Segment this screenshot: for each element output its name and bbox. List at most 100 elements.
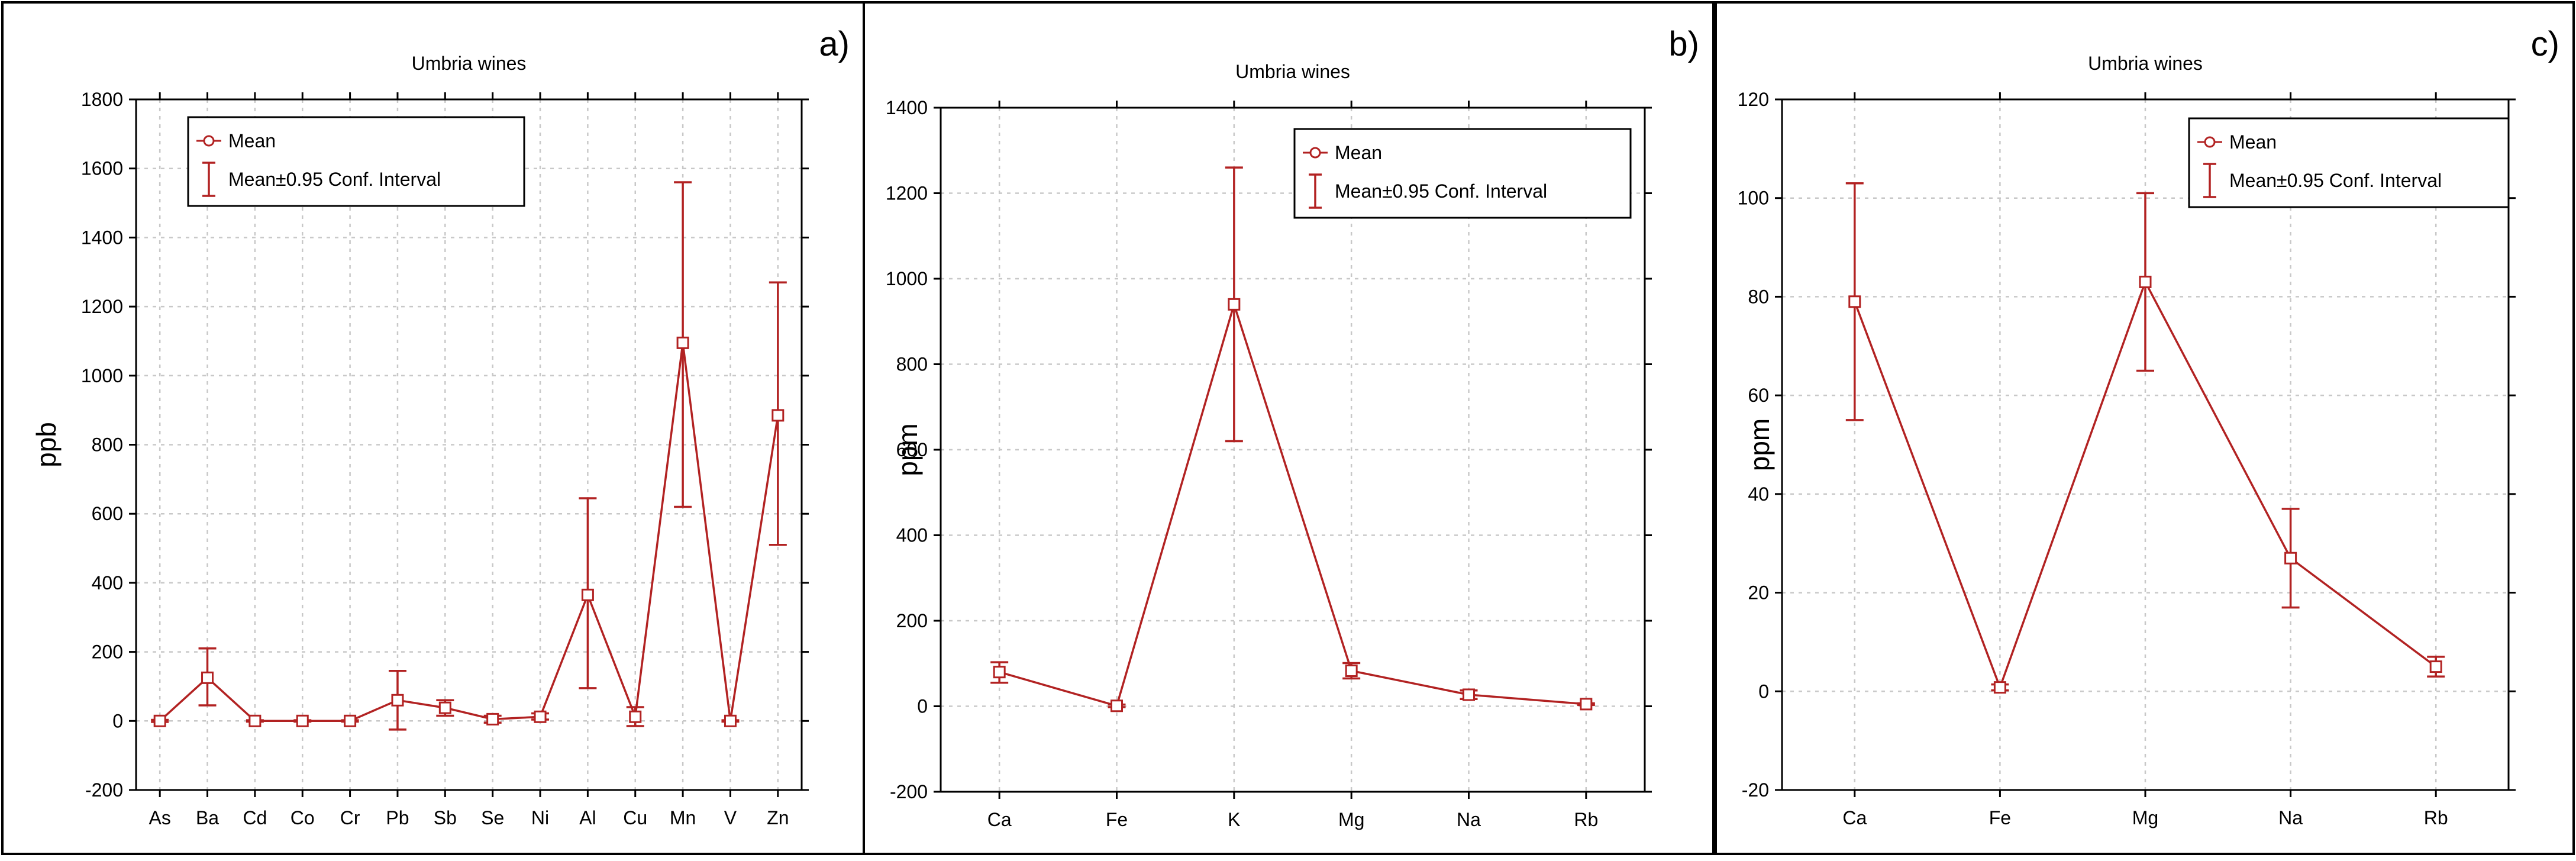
- x-tick-label: Al: [579, 807, 596, 828]
- y-tick-label: 200: [92, 641, 123, 663]
- y-tick-label: 1000: [81, 365, 123, 386]
- y-tick-label: 1600: [81, 158, 123, 179]
- legend-mean-marker-icon: [2204, 136, 2216, 148]
- x-tick-label: Mg: [2132, 807, 2158, 828]
- y-tick-label: 1400: [81, 227, 123, 248]
- mean-point: [676, 336, 689, 349]
- mean-point: [1345, 665, 1358, 678]
- y-tick-label: 400: [92, 572, 123, 594]
- x-tick-label: Rb: [2424, 807, 2448, 828]
- y-axis-label: ppm: [1744, 418, 1775, 471]
- legend-mean-marker-icon: [203, 135, 215, 147]
- mean-point: [153, 714, 166, 727]
- x-tick-label: Se: [481, 807, 504, 828]
- x-tick-label: Zn: [767, 807, 789, 828]
- mean-point: [248, 714, 262, 727]
- mean-point: [1993, 681, 2006, 694]
- legend-entry-ci: Mean±0.95 Conf. Interval: [2229, 170, 2442, 191]
- x-tick-label: Sb: [434, 807, 457, 828]
- mean-point: [2429, 660, 2442, 673]
- y-tick-label: 1000: [886, 268, 928, 289]
- legend: Mean Mean±0.95 Conf. Interval: [1293, 128, 1632, 219]
- legend-frame: [187, 116, 525, 207]
- x-tick-label: Ca: [1842, 807, 1867, 828]
- y-tick-label: 20: [1748, 582, 1769, 604]
- panel-label: c): [2531, 25, 2559, 63]
- y-tick-label: 120: [1738, 89, 1769, 110]
- mean-point: [629, 710, 642, 723]
- panel-label: b): [1668, 25, 1699, 63]
- y-tick-label: 100: [1738, 188, 1769, 209]
- mean-point: [993, 666, 1006, 679]
- y-tick-label: -200: [890, 781, 928, 802]
- mean-point: [581, 588, 594, 601]
- mean-point: [1228, 298, 1241, 311]
- y-axis-label: ppm: [892, 423, 923, 476]
- legend-entry-mean: Mean: [228, 130, 276, 151]
- x-tick-label: Cr: [340, 807, 360, 828]
- chart-panel-2: -200 0 200 400 600 800 1000 1200 1400 Ca Fe K Mg Na Rb…: [863, 1, 1715, 855]
- mean-point: [486, 712, 499, 725]
- mean-point: [534, 710, 547, 723]
- y-tick-label: 1400: [886, 97, 928, 118]
- x-tick-label: As: [149, 807, 171, 828]
- chart-panel-3: -20 0 20 40 60 80 100 120 Ca Fe Mg Na Rb Umbria wines…: [1715, 1, 2575, 855]
- y-tick-label: 40: [1748, 483, 1769, 505]
- y-axis-label: ppb: [31, 422, 62, 467]
- x-tick-label: Ba: [196, 807, 219, 828]
- x-tick-label: Cd: [243, 807, 267, 828]
- y-tick-label: 800: [92, 434, 123, 456]
- legend-frame: [2188, 117, 2510, 208]
- mean-point: [1111, 699, 1123, 712]
- mean-point: [724, 714, 737, 727]
- x-tick-label: Na: [1457, 809, 1481, 830]
- y-tick-label: 1200: [81, 296, 123, 317]
- y-tick-label: 60: [1748, 385, 1769, 406]
- legend-entry-mean: Mean: [1335, 142, 1382, 163]
- y-tick-label: 0: [112, 710, 123, 731]
- mean-point: [2139, 275, 2152, 288]
- y-tick-label: 0: [917, 696, 928, 717]
- y-tick-label: 1200: [886, 183, 928, 204]
- mean-line: [999, 301, 1586, 707]
- x-tick-label: Fe: [1989, 807, 2011, 828]
- x-tick-label: Co: [290, 807, 315, 828]
- legend-frame: [1293, 128, 1632, 219]
- legend-entry-ci: Mean±0.95 Conf. Interval: [228, 169, 441, 190]
- x-tick-label: Ca: [987, 809, 1012, 830]
- y-tick-label: -200: [85, 779, 123, 801]
- x-tick-label: Fe: [1106, 809, 1128, 830]
- legend: Mean Mean±0.95 Conf. Interval: [2188, 117, 2510, 208]
- y-tick-label: 80: [1748, 286, 1769, 307]
- chart-title: Umbria wines: [412, 53, 527, 74]
- y-tick-label: 1800: [81, 89, 123, 110]
- mean-point: [1848, 295, 1861, 308]
- x-tick-label: Mn: [670, 807, 696, 828]
- legend-mean-marker-icon: [1309, 147, 1321, 159]
- mean-point: [438, 701, 451, 714]
- chart-panel-1: -200 0 200 400 600 800 1000 1200 1400 1600 1800 As B…: [1, 1, 865, 855]
- panel-label: a): [819, 25, 850, 63]
- y-tick-label: 800: [896, 354, 928, 375]
- x-tick-label: Pb: [386, 807, 409, 828]
- mean-line: [159, 343, 779, 723]
- mean-point: [1580, 698, 1593, 711]
- legend: Mean Mean±0.95 Conf. Interval: [187, 116, 525, 207]
- y-tick-label: 600: [896, 439, 928, 460]
- mean-point: [296, 714, 309, 727]
- x-tick-label: K: [1228, 809, 1240, 830]
- mean-point: [391, 694, 404, 707]
- legend-entry-ci: Mean±0.95 Conf. Interval: [1335, 180, 1547, 202]
- x-tick-label: Rb: [1574, 809, 1598, 830]
- x-tick-label: Cu: [623, 807, 647, 828]
- mean-point: [771, 409, 785, 422]
- y-tick-label: 200: [896, 610, 928, 631]
- chart-title: Umbria wines: [1235, 61, 1350, 82]
- mean-point: [344, 714, 357, 727]
- chart-title: Umbria wines: [2088, 53, 2203, 74]
- x-tick-label: Mg: [1338, 809, 1364, 830]
- x-tick-label: V: [724, 807, 737, 828]
- legend-entry-mean: Mean: [2229, 131, 2277, 153]
- x-tick-label: Ni: [531, 807, 549, 828]
